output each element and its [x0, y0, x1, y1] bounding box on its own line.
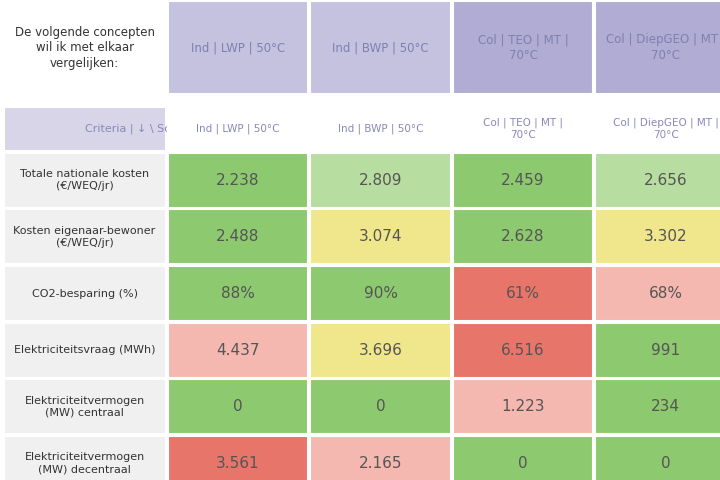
Text: 1.223: 1.223 — [501, 399, 545, 414]
Text: 68%: 68% — [649, 286, 683, 301]
Text: Col | DiepGEO | MT |
70°C: Col | DiepGEO | MT | 70°C — [613, 118, 719, 140]
Text: 3.561: 3.561 — [216, 456, 260, 471]
Text: 61%: 61% — [506, 286, 540, 301]
Text: 90%: 90% — [364, 286, 397, 301]
Text: Ind | BWP | 50°C: Ind | BWP | 50°C — [338, 124, 423, 134]
Text: 3.302: 3.302 — [644, 229, 688, 244]
Text: De volgende concepten
wil ik met elkaar
vergelijken:: De volgende concepten wil ik met elkaar … — [14, 25, 155, 70]
Text: Elektriciteitvermogen
(MW) decentraal: Elektriciteitvermogen (MW) decentraal — [24, 453, 145, 474]
Text: Col | TEO | MT |
70°C: Col | TEO | MT | 70°C — [483, 118, 563, 140]
Text: Criteria | ↓ \ Scenario →: Criteria | ↓ \ Scenario → — [85, 124, 218, 134]
Text: Kosten eigenaar-bewoner
(€/WEQ/jr): Kosten eigenaar-bewoner (€/WEQ/jr) — [14, 226, 156, 248]
Text: 0: 0 — [661, 456, 670, 471]
Text: 6.516: 6.516 — [501, 343, 545, 358]
Text: Elektriciteitvermogen
(MW) centraal: Elektriciteitvermogen (MW) centraal — [24, 396, 145, 418]
Text: Ind | LWP | 50°C: Ind | LWP | 50°C — [191, 41, 285, 54]
Text: Totale nationale kosten
(€/WEQ/jr): Totale nationale kosten (€/WEQ/jr) — [20, 169, 149, 191]
Text: 3.696: 3.696 — [359, 343, 402, 358]
Text: 2.165: 2.165 — [359, 456, 402, 471]
Text: Ind | LWP | 50°C: Ind | LWP | 50°C — [197, 124, 279, 134]
Text: 0: 0 — [233, 399, 243, 414]
Text: Ind | BWP | 50°C: Ind | BWP | 50°C — [332, 41, 429, 54]
Text: 2.809: 2.809 — [359, 173, 402, 188]
Text: Col | DiepGEO | MT |
70°C: Col | DiepGEO | MT | 70°C — [606, 33, 720, 62]
Text: 2.488: 2.488 — [216, 229, 260, 244]
Text: Elektriciteitsvraag (MWh): Elektriciteitsvraag (MWh) — [14, 345, 156, 355]
Text: 2.238: 2.238 — [216, 173, 260, 188]
Text: 2.459: 2.459 — [501, 173, 545, 188]
Text: 88%: 88% — [221, 286, 255, 301]
Text: 4.437: 4.437 — [216, 343, 260, 358]
Text: 0: 0 — [518, 456, 528, 471]
Text: 234: 234 — [651, 399, 680, 414]
Text: 2.656: 2.656 — [644, 173, 688, 188]
Text: 0: 0 — [376, 399, 385, 414]
Text: 991: 991 — [651, 343, 680, 358]
Text: Col | TEO | MT |
70°C: Col | TEO | MT | 70°C — [477, 33, 569, 62]
Text: 2.628: 2.628 — [501, 229, 545, 244]
Text: 3.074: 3.074 — [359, 229, 402, 244]
Text: CO2-besparing (%): CO2-besparing (%) — [32, 288, 138, 299]
